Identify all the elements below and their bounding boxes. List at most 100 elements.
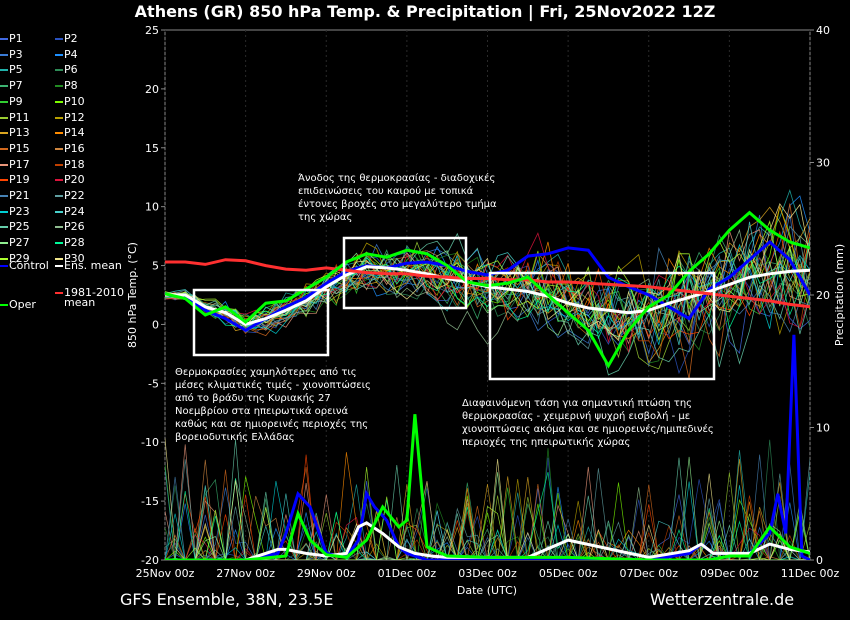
x-tick-label: 29Nov 00z xyxy=(297,567,356,580)
legend-swatch xyxy=(55,179,63,182)
annotation-boxes xyxy=(192,236,716,381)
legend-swatch xyxy=(55,85,63,88)
legend-label: P24 xyxy=(64,204,85,218)
footer-site-name: Wetterzentrale.de xyxy=(650,590,795,609)
temperature-series xyxy=(165,210,810,369)
y-axis-label: 850 hPa Temp. (°C) xyxy=(126,242,139,348)
legend-label: P20 xyxy=(64,173,85,187)
legend-swatch xyxy=(55,242,63,245)
legend-label: Ens. mean xyxy=(64,259,122,272)
y-tick-label: 10 xyxy=(145,201,159,214)
legend-label: P27 xyxy=(9,236,30,250)
member-line-P23 xyxy=(165,243,810,345)
legend-swatch xyxy=(55,116,63,119)
precip-line-ens-mean xyxy=(165,521,810,560)
annotation-line: έντονες βροχές στο μεγαλύτερο τμήμα xyxy=(298,199,497,210)
legend-label: P14 xyxy=(64,126,85,140)
legend-swatch xyxy=(0,242,8,245)
legend-label: P11 xyxy=(9,110,30,124)
annotation-box-warm xyxy=(342,236,468,310)
legend-label: P7 xyxy=(9,79,23,93)
legend: P1 P2 P3 P4 P5 P6 P7 P8 P9 P10 P11 P12 P13 P14 P15 P16 P… xyxy=(0,30,135,320)
legend-swatch xyxy=(0,257,8,260)
annotation-line: Θερμοκρασίες χαμηλότερες από τις xyxy=(175,367,357,378)
precip-line-oper xyxy=(165,414,810,560)
legend-label: P4 xyxy=(64,47,78,61)
y2-axis-label: Precipitation (mm) xyxy=(833,244,846,346)
member-precip-P14 xyxy=(165,452,810,560)
legend-swatch xyxy=(55,257,63,260)
annotation-line: θερμοκρασίας - χειμερινή ψυχρή εισβολή -… xyxy=(462,411,691,422)
member-line-P30 xyxy=(165,203,810,342)
legend-label: P3 xyxy=(9,47,23,61)
legend-label: P15 xyxy=(9,141,30,155)
legend-swatch xyxy=(0,304,8,306)
legend-label: P25 xyxy=(9,220,30,234)
legend-swatch xyxy=(55,53,63,56)
annotation-box-cold-start xyxy=(192,288,330,357)
legend-label: P12 xyxy=(64,110,85,124)
member-precip-P22 xyxy=(165,458,810,560)
legend-swatch xyxy=(0,265,8,267)
legend-label: Control xyxy=(9,259,49,272)
x-tick-label: 27Nov 00z xyxy=(216,567,275,580)
precipitation-series xyxy=(165,334,810,560)
legend-swatch xyxy=(0,100,8,103)
member-line-P24 xyxy=(165,221,810,346)
legend-swatch xyxy=(0,116,8,119)
legend-label: P23 xyxy=(9,204,30,218)
legend-label: P30 xyxy=(64,251,85,265)
legend-swatch xyxy=(0,195,8,197)
legend-swatch xyxy=(55,69,63,72)
legend-label: P8 xyxy=(64,79,78,93)
y-tick-label: 25 xyxy=(145,24,159,37)
legend-label: P18 xyxy=(64,157,85,171)
temp-line-1981-2010-mean xyxy=(165,258,810,309)
temp-line-oper xyxy=(165,210,810,369)
legend-label: P29 xyxy=(9,251,30,265)
x-tick-label: 11Dec 00z xyxy=(781,567,840,580)
legend-label: Oper xyxy=(9,298,36,311)
annotation-line: περιοχές της ηπειρωτικής χώρας xyxy=(462,437,631,448)
y-tick-label: 5 xyxy=(152,260,159,273)
y-tick-label: -10 xyxy=(141,436,159,449)
legend-swatch xyxy=(55,100,63,103)
annotation-line: χιονοπτώσεις ακόμα και σε ημιορεινές/ημι… xyxy=(462,424,714,435)
legend-swatch xyxy=(0,210,8,213)
member-precip-P23 xyxy=(165,480,810,560)
annotation-line: Άνοδος της θερμοκρασίας - διαδοχικές xyxy=(298,173,496,184)
legend-label: P6 xyxy=(64,63,78,77)
annotation-line: από το βράδυ της Κυριακής 27 xyxy=(175,393,331,404)
annotation-line: βορειοδυτικής Ελλάδας xyxy=(175,432,295,443)
legend-swatch xyxy=(0,38,8,40)
legend-swatch xyxy=(0,53,8,56)
legend-label: P9 xyxy=(9,94,23,108)
member-precip-P13 xyxy=(165,458,810,560)
member-line-P20 xyxy=(165,232,810,353)
x-tick-label: 03Dec 00z xyxy=(458,567,517,580)
member-precip-P10 xyxy=(165,476,810,560)
y-tick-label: -5 xyxy=(148,377,159,390)
x-tick-label: 25Nov 00z xyxy=(136,567,195,580)
legend-swatch xyxy=(55,38,63,40)
x-tick-label: 07Dec 00z xyxy=(619,567,678,580)
legend-label: mean xyxy=(64,296,96,309)
x-tick-label: 01Dec 00z xyxy=(378,567,437,580)
y2-tick-label: 20 xyxy=(816,289,830,302)
y-tick-label: 0 xyxy=(152,318,159,331)
y2-tick-label: 0 xyxy=(816,554,823,567)
legend-swatch xyxy=(0,179,8,182)
chart-title: Athens (GR) 850 hPa Temp. & Precipitatio… xyxy=(134,2,716,21)
annotation-line: καθώς και σε ημιορεινές περιοχές της xyxy=(175,419,369,430)
legend-swatch xyxy=(55,163,63,166)
legend-label: 1981-2010 xyxy=(64,286,124,299)
legend-label: P22 xyxy=(64,189,85,202)
x-axis-label: Date (UTC) xyxy=(457,584,517,597)
member-line-P15 xyxy=(165,203,810,379)
annotation-box-cold-end xyxy=(488,271,716,381)
legend-label: P21 xyxy=(9,189,30,202)
legend-label: P13 xyxy=(9,126,30,140)
annotation-line: μέσες κλιματικές τιμές - χιονοπτώσεις xyxy=(175,380,371,391)
y2-tick-label: 40 xyxy=(816,24,830,37)
